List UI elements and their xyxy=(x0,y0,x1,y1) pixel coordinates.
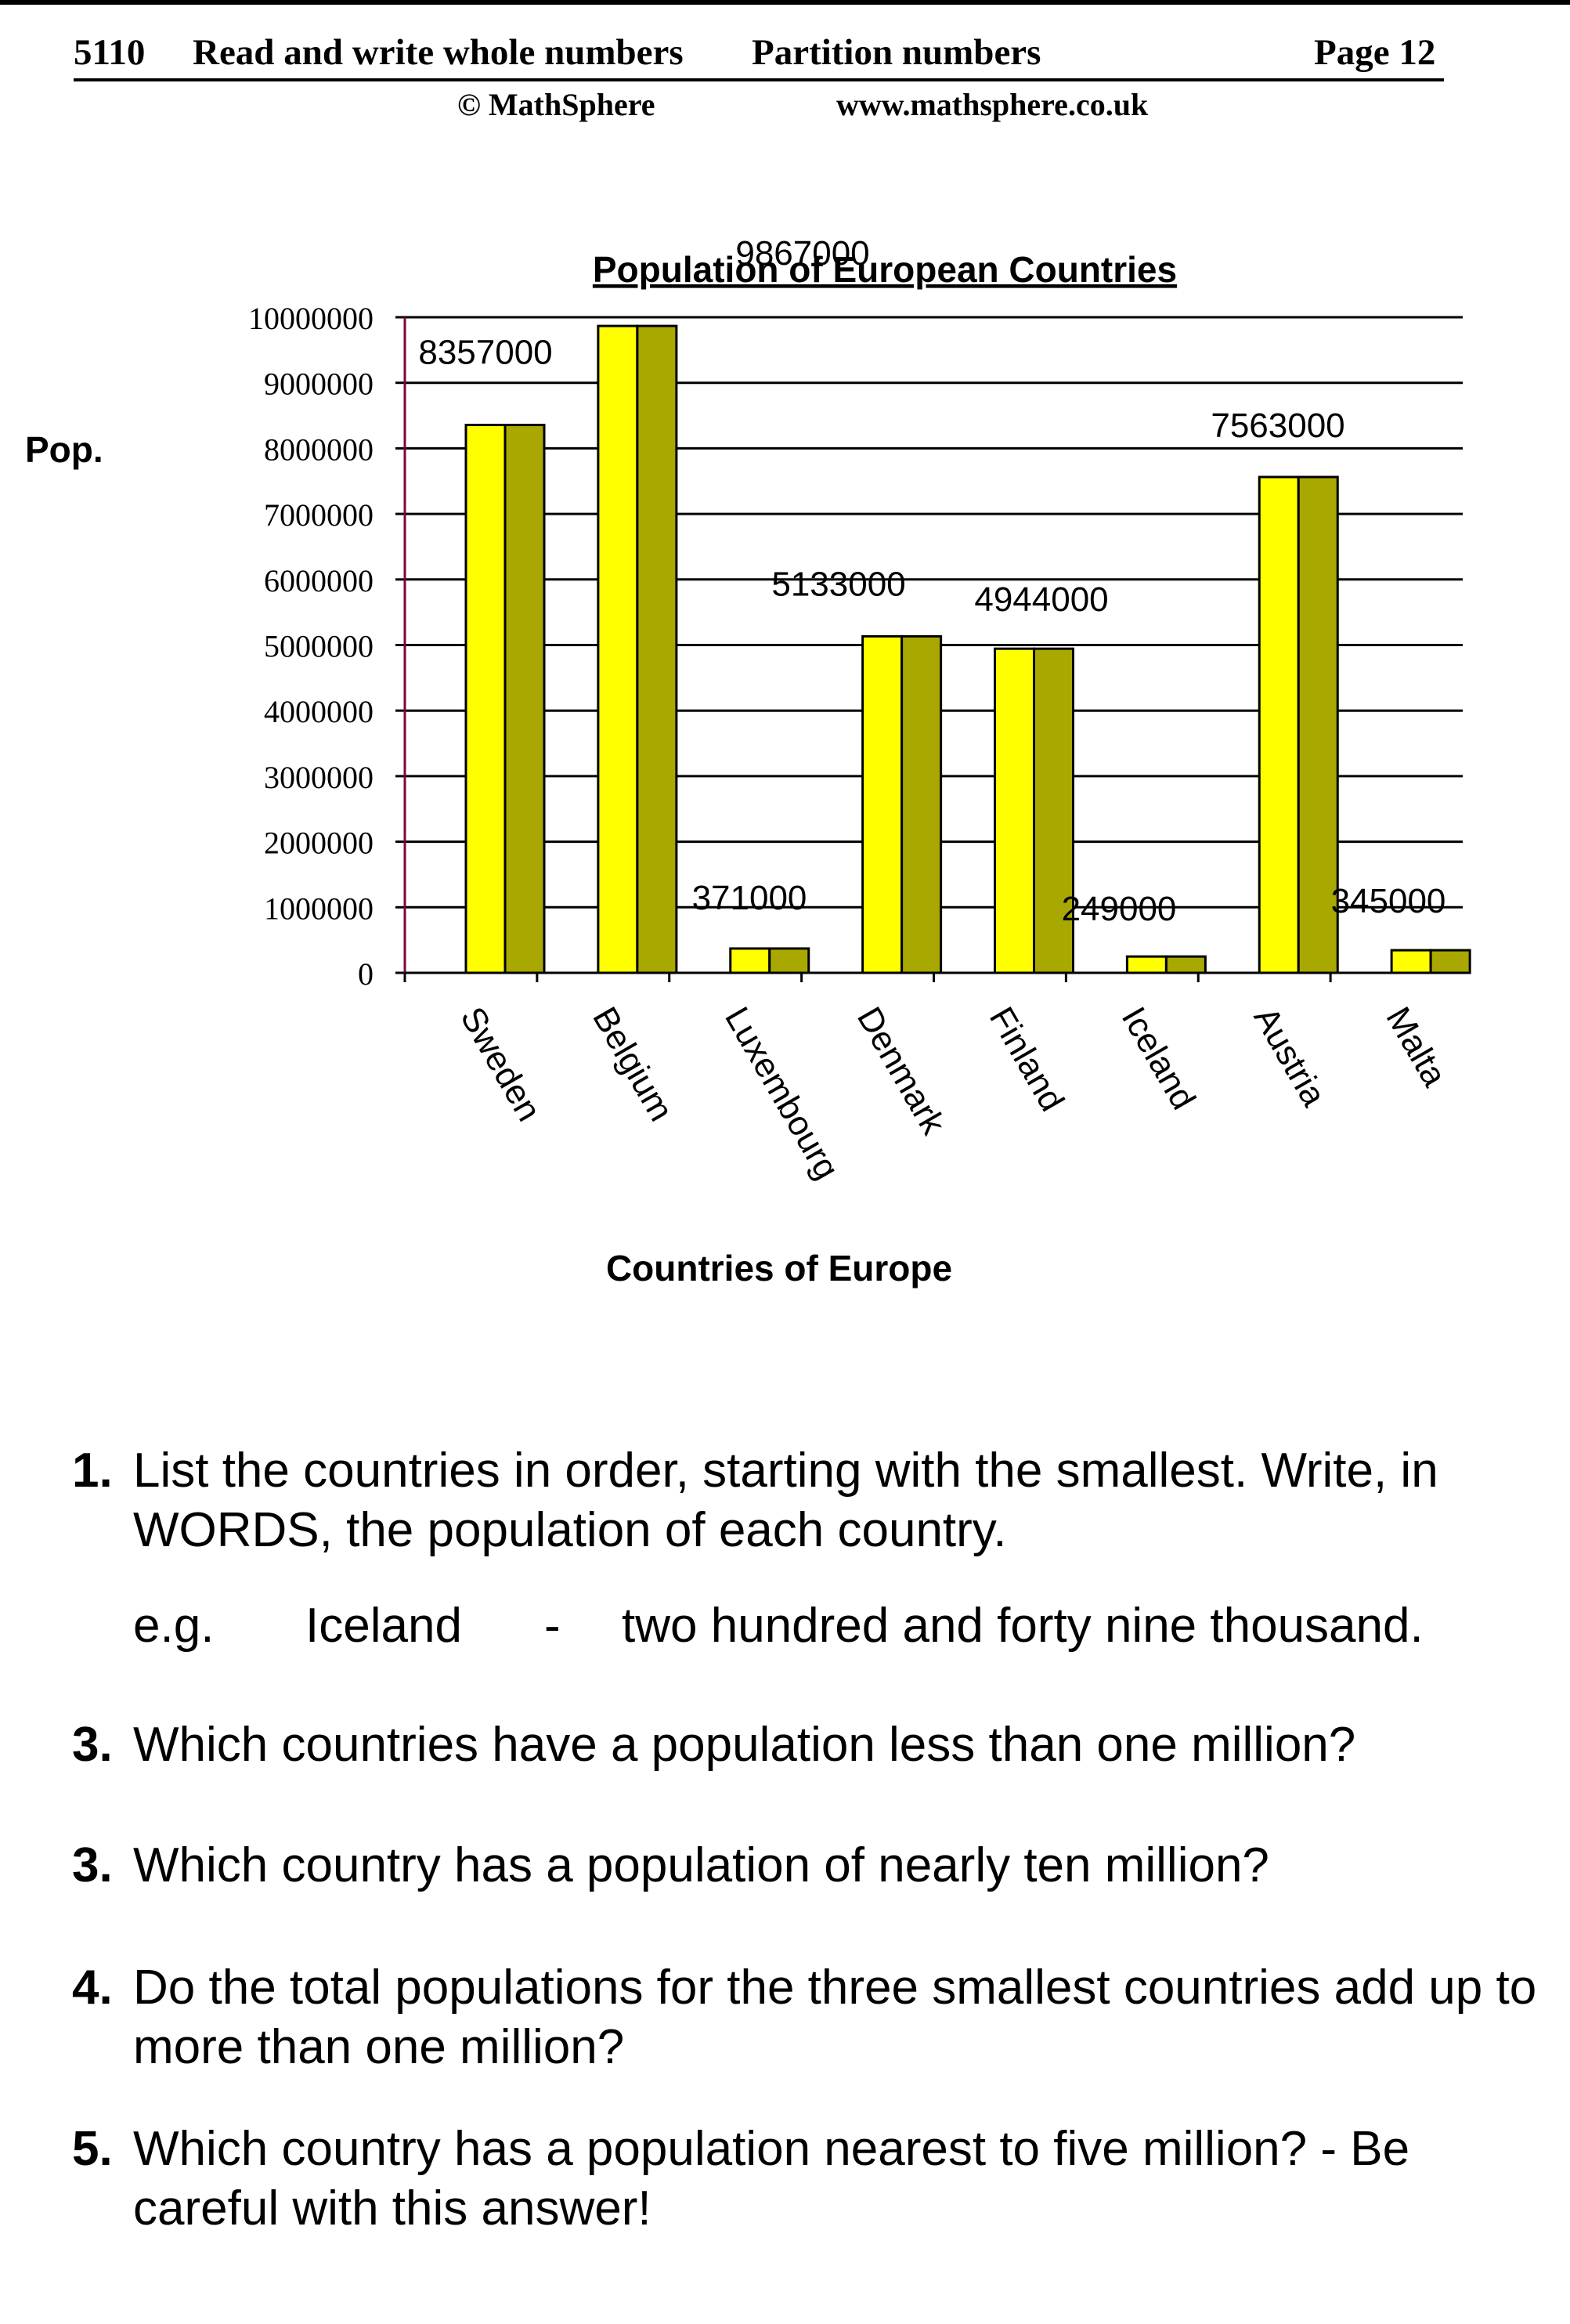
question-number: 1. xyxy=(72,1444,113,1498)
x-axis-label: Countries of Europe xyxy=(606,1248,952,1289)
header-row: 5110 Read and write whole numbers Partit… xyxy=(74,31,1444,81)
question-text: Do the total populations for the three s… xyxy=(133,1961,1537,2074)
bar-front xyxy=(1390,949,1432,974)
bar-front xyxy=(464,424,507,974)
question-number: 3. xyxy=(72,1718,113,1772)
question-3: 3. Which country has a population of nea… xyxy=(72,1836,1544,1896)
page-header: 5110 Read and write whole numbers Partit… xyxy=(74,31,1444,125)
y-tick-label: 1000000 xyxy=(264,891,374,926)
chart-title: Population of European Countries xyxy=(593,249,1177,290)
header-subrow: © MathSphere www.mathsphere.co.uk xyxy=(74,81,1444,125)
bar-front xyxy=(597,324,639,974)
bar-front xyxy=(1125,955,1168,974)
y-tick-label: 8000000 xyxy=(264,432,374,467)
bar-side xyxy=(1164,955,1207,974)
question-1: 1. List the countries in order, starting… xyxy=(72,1441,1544,1560)
question-5: 5. Which country has a population neares… xyxy=(72,2120,1544,2239)
data-label: 4944000 xyxy=(974,580,1108,619)
website-text: www.mathsphere.co.uk xyxy=(836,87,1149,122)
category-label: Denmark xyxy=(850,1001,953,1142)
page-number: Page 12 xyxy=(1314,32,1436,73)
y-tick-label: 0 xyxy=(358,956,374,992)
category-label: Austria xyxy=(1247,1001,1334,1114)
question-4: 4. Do the total populations for the thre… xyxy=(72,1958,1544,2077)
category-label: Sweden xyxy=(453,1001,548,1128)
worksheet-code: 5110 xyxy=(74,32,146,73)
y-tick-label: 3000000 xyxy=(264,760,374,795)
bar-side xyxy=(1297,475,1339,974)
category-label: Finland xyxy=(982,1001,1072,1118)
y-tick-label: 9000000 xyxy=(264,367,374,402)
y-tick-label: 2000000 xyxy=(264,826,374,861)
example-dash: - xyxy=(544,1599,561,1653)
question-list: 1. List the countries in order, starting… xyxy=(72,1441,1544,2239)
bar-side xyxy=(768,947,810,974)
category-label: Luxembourg xyxy=(717,1001,846,1186)
example-country: Iceland xyxy=(305,1599,462,1653)
category-label: Belgium xyxy=(585,1001,680,1128)
bar-side xyxy=(636,324,678,974)
example-words: two hundred and forty nine thousand. xyxy=(622,1599,1424,1653)
worksheet-topic: Read and write whole numbers xyxy=(193,32,684,73)
data-label: 7563000 xyxy=(1211,407,1344,445)
question-number: 4. xyxy=(72,1961,113,2015)
data-label: 371000 xyxy=(692,879,807,917)
data-label: 5133000 xyxy=(771,565,905,603)
bar-side xyxy=(900,634,943,974)
question-text: Which country has a population of nearly… xyxy=(133,1838,1269,1892)
worksheet-subtopic: Partition numbers xyxy=(752,32,1041,73)
bar-side xyxy=(1429,949,1471,974)
bar-front xyxy=(861,634,904,974)
question-number: 3. xyxy=(72,1838,113,1892)
data-label: 9867000 xyxy=(735,235,869,273)
y-tick-label: 7000000 xyxy=(264,497,374,533)
bar-side xyxy=(503,424,546,974)
bar-side xyxy=(1033,647,1074,974)
question-text: Which countries have a population less t… xyxy=(133,1718,1356,1772)
category-label: Iceland xyxy=(1114,1001,1203,1116)
y-tick-label: 5000000 xyxy=(264,629,374,664)
y-axis-label: Pop. xyxy=(25,429,103,470)
y-tick-label: 6000000 xyxy=(264,563,374,598)
data-label: 8357000 xyxy=(418,334,552,372)
y-tick-label: 4000000 xyxy=(264,694,374,729)
question-text: Which country has a population nearest t… xyxy=(133,2122,1410,2235)
bar-front xyxy=(729,947,771,974)
category-label: Malta xyxy=(1378,1001,1453,1093)
example-prefix: e.g. xyxy=(133,1599,215,1653)
question-2: 3. Which countries have a population les… xyxy=(72,1715,1544,1775)
question-text: List the countries in order, starting wi… xyxy=(133,1444,1438,1557)
example-answer: e.g. Iceland - two hundred and forty nin… xyxy=(133,1596,1544,1659)
copyright-text: © MathSphere xyxy=(457,87,655,122)
top-rule xyxy=(0,0,1570,5)
bar-front xyxy=(994,647,1035,974)
y-tick-label: 10000000 xyxy=(248,301,374,336)
question-number: 5. xyxy=(72,2122,113,2176)
data-label: 249000 xyxy=(1062,890,1177,928)
population-bar-chart: 0 1000000 2000000 3000000 4000000 5000000 6000… xyxy=(25,235,1471,1289)
bar-front xyxy=(1258,475,1300,974)
data-label: 345000 xyxy=(1331,882,1446,920)
